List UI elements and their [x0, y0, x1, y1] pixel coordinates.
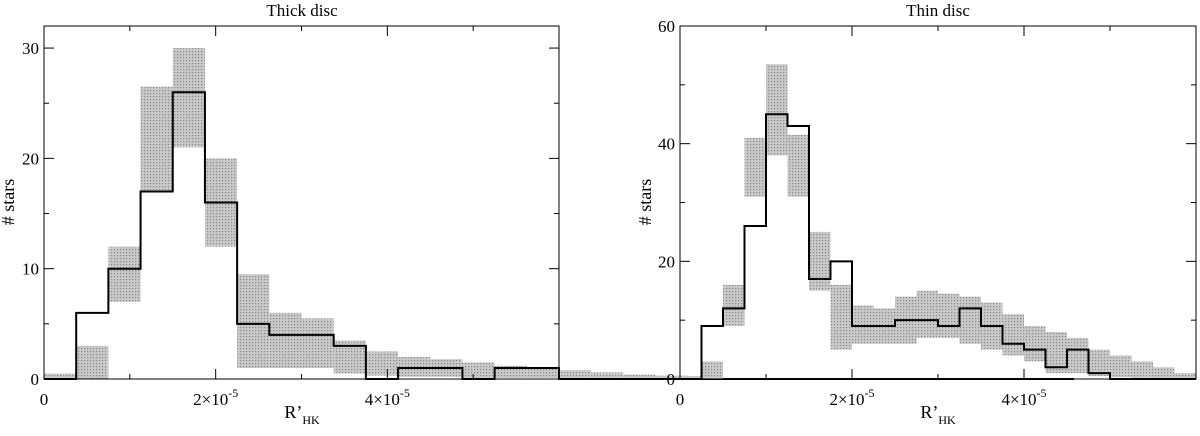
- uncertainty-band: [766, 64, 788, 156]
- uncertainty-band: [269, 312, 302, 368]
- x-axis-label: R’HK: [920, 402, 956, 427]
- uncertainty-band: [44, 373, 77, 379]
- uncertainty-band: [852, 305, 874, 344]
- uncertainty-bands: [44, 48, 720, 379]
- uncertainty-band: [301, 318, 334, 368]
- histogram-line: [680, 113, 1196, 380]
- x-tick-label: 0: [676, 390, 685, 409]
- x-axis-label-sub: HK: [302, 413, 320, 427]
- y-tick-label: 10: [22, 260, 39, 279]
- thick-disc-panel: Thick disc 0 10 20 30 0 2×10-5 4×10-5 # stars…: [0, 1, 1074, 427]
- uncertainty-band: [744, 137, 766, 197]
- y-axis-label: # stars: [0, 179, 18, 226]
- x-tick-label: 4×10-5: [1001, 386, 1046, 409]
- uncertainty-band: [591, 372, 624, 379]
- uncertainty-band: [655, 375, 688, 379]
- uncertainty-band: [1045, 331, 1067, 374]
- x-axis-label-main: R’: [284, 402, 302, 422]
- x-tick-label: 0: [40, 390, 49, 409]
- uncertainty-band: [938, 293, 960, 338]
- x-tick-label: 2×10-5: [829, 386, 874, 409]
- uncertainty-band: [723, 284, 745, 327]
- y-axis-label: # stars: [635, 179, 655, 226]
- uncertainty-band: [1024, 326, 1046, 362]
- uncertainty-band: [462, 362, 495, 378]
- uncertainty-band: [1002, 314, 1024, 356]
- y-tick-label: 20: [22, 149, 39, 168]
- uncertainty-band: [830, 284, 852, 350]
- y-tick-label: 60: [658, 17, 675, 36]
- y-tick-label: 40: [658, 135, 675, 154]
- y-tick-label: 30: [22, 39, 39, 58]
- uncertainty-band: [1110, 355, 1132, 378]
- uncertainty-band: [1088, 349, 1110, 377]
- uncertainty-band: [398, 356, 431, 377]
- uncertainty-band: [140, 86, 173, 192]
- uncertainty-band: [108, 246, 141, 302]
- x-tick-label: 2×10-5: [193, 386, 238, 409]
- y-axis-ticks: 0 20 40 60: [658, 17, 1196, 389]
- uncertainty-band: [1131, 361, 1153, 378]
- x-axis-label-sub: HK: [938, 413, 956, 427]
- uncertainty-band: [809, 231, 831, 291]
- uncertainty-band: [1067, 337, 1089, 374]
- x-tick-label: 4×10-5: [365, 386, 410, 409]
- chart-title: Thin disc: [906, 1, 970, 20]
- y-tick-label: 20: [658, 252, 675, 271]
- uncertainty-band: [623, 374, 656, 379]
- uncertainty-band: [959, 296, 981, 344]
- chart-title: Thick disc: [266, 1, 338, 20]
- uncertainty-band: [916, 290, 938, 338]
- x-axis-label-main: R’: [920, 402, 938, 422]
- uncertainty-band: [680, 376, 702, 379]
- uncertainty-band: [237, 274, 270, 368]
- uncertainty-band: [365, 351, 399, 376]
- uncertainty-bands: [680, 64, 1196, 379]
- uncertainty-band: [787, 134, 809, 197]
- y-tick-label: 0: [667, 370, 676, 389]
- y-axis-ticks: 0 10 20 30: [22, 39, 559, 389]
- x-axis-ticks: 0 2×10-5 4×10-5: [40, 26, 474, 409]
- uncertainty-band: [1153, 367, 1175, 379]
- uncertainty-band: [1174, 373, 1196, 379]
- y-tick-label: 0: [31, 370, 40, 389]
- x-axis-label: R’HK: [284, 402, 320, 427]
- x-axis-ticks: 0 2×10-5 4×10-5: [676, 26, 1111, 409]
- uncertainty-band: [701, 361, 723, 379]
- uncertainty-band: [526, 367, 559, 378]
- uncertainty-band: [76, 345, 109, 379]
- uncertainty-band: [172, 48, 205, 148]
- uncertainty-band: [559, 370, 592, 379]
